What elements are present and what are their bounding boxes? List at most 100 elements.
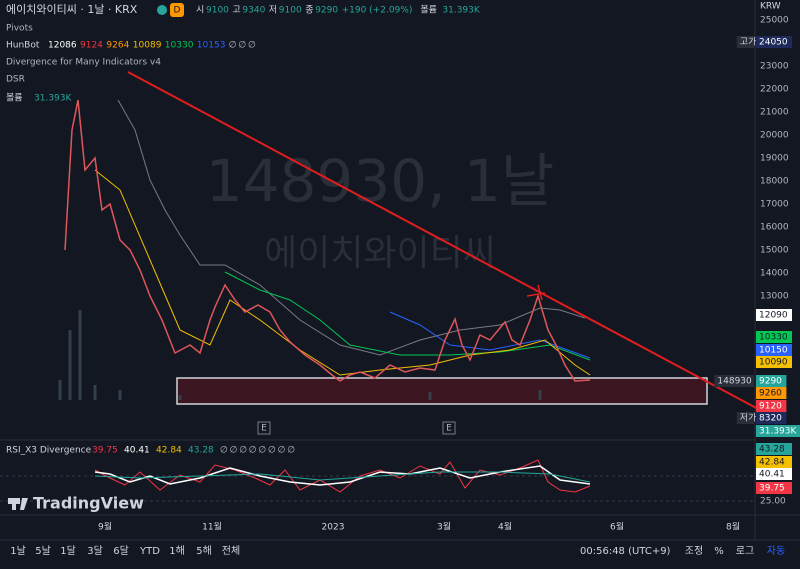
rsi-line-red bbox=[94, 459, 591, 493]
ohlc-label: 저 bbox=[269, 5, 277, 16]
rsi-badge-bg bbox=[756, 456, 792, 468]
price-badge-bg bbox=[756, 375, 787, 387]
badge-prefix: 148930 bbox=[717, 377, 752, 387]
rsi-value: ∅ bbox=[249, 446, 257, 456]
ohlc-value: 9340 bbox=[242, 6, 265, 16]
option-button[interactable]: 로그 bbox=[736, 546, 754, 557]
rsi-badge-bg bbox=[756, 443, 792, 455]
rsi-badge: 40.41 bbox=[759, 470, 785, 480]
price-badge-bg bbox=[756, 400, 787, 412]
rsi-badge: 39.75 bbox=[759, 484, 785, 494]
range-button[interactable]: 3달 bbox=[87, 545, 103, 557]
price-badge-bg bbox=[756, 425, 800, 437]
price-badge: 9290 bbox=[759, 377, 782, 387]
ohlc-value: 9290 bbox=[315, 6, 338, 16]
ohlc-label: 시 bbox=[196, 5, 204, 16]
rsi-value: 42.84 bbox=[156, 446, 182, 456]
support-zone bbox=[176, 377, 708, 405]
ma-line bbox=[94, 169, 591, 376]
price-badge-bg bbox=[756, 387, 787, 399]
option-button[interactable]: 조정 bbox=[685, 545, 703, 557]
indicator-label[interactable]: Pivots bbox=[6, 24, 33, 34]
price-label: 25000 bbox=[760, 16, 789, 26]
currency[interactable]: KRW bbox=[760, 2, 781, 12]
range-button[interactable]: 1해 bbox=[169, 544, 185, 557]
range-button[interactable]: 5해 bbox=[196, 544, 212, 557]
watermark-name: 에이치와이티씨 bbox=[264, 233, 496, 274]
symbol-title[interactable]: 에이치와이티씨 · 1날 · KRX bbox=[6, 3, 138, 16]
range-button[interactable]: YTD bbox=[139, 546, 160, 557]
rsi-line-teal bbox=[94, 471, 591, 483]
event-marker: E bbox=[446, 424, 452, 434]
event-box bbox=[442, 421, 456, 435]
option-button[interactable]: 자동 bbox=[767, 545, 785, 557]
indicator-value: 10089 bbox=[133, 41, 162, 51]
range-button[interactable]: 5날 bbox=[35, 545, 51, 557]
indicator-label[interactable]: DSR bbox=[6, 75, 25, 85]
badge: D bbox=[174, 6, 181, 16]
price-badge: 8320 bbox=[759, 414, 782, 424]
indicator-value: 9264 bbox=[106, 41, 129, 51]
indicator-value: 12086 bbox=[48, 41, 77, 51]
rsi-value: ∅ bbox=[230, 446, 238, 456]
price-badge: 12090 bbox=[759, 311, 788, 321]
range-button[interactable]: 1날 bbox=[10, 545, 26, 557]
volume-bars bbox=[58, 310, 542, 400]
price-label: 21000 bbox=[760, 108, 789, 118]
price-label: 18000 bbox=[760, 177, 789, 187]
ohlc-value: 9100 bbox=[279, 6, 302, 16]
time-label: 6월 bbox=[610, 521, 624, 533]
indicator-label[interactable]: Divergence for Many Indicators v4 bbox=[6, 58, 161, 68]
rsi-value: 39.75 bbox=[92, 446, 118, 456]
rsi-value: ∅ bbox=[258, 446, 266, 456]
indicator-value: 9124 bbox=[80, 41, 103, 51]
rsi-badge-bg bbox=[756, 482, 792, 494]
ma-line bbox=[224, 271, 591, 361]
clock: 00:56:48 (UTC+9) bbox=[580, 546, 671, 557]
badge-prefix: 고가 bbox=[740, 37, 757, 48]
ohlc-value: 9100 bbox=[206, 6, 229, 16]
logo-icon bbox=[8, 498, 28, 510]
trend-marker bbox=[526, 284, 546, 301]
price-badge: 31.393K bbox=[759, 427, 797, 437]
rsi-badge: 43.28 bbox=[759, 445, 785, 455]
range-button[interactable]: 6달 bbox=[113, 545, 129, 557]
price-label: 14000 bbox=[760, 269, 789, 279]
price-label: 22000 bbox=[760, 85, 789, 95]
indicator-value: 10153 bbox=[197, 41, 226, 51]
rsi-value: 40.41 bbox=[124, 446, 150, 456]
range-button[interactable]: 전체 bbox=[222, 545, 240, 557]
price-badge: 9260 bbox=[759, 389, 782, 399]
indicator-value: ∅ bbox=[229, 41, 237, 51]
price-label: 16000 bbox=[760, 223, 789, 233]
range-button[interactable]: 1달 bbox=[60, 545, 76, 557]
rsi-value: ∅ bbox=[287, 446, 295, 456]
price-label: 19000 bbox=[760, 154, 789, 164]
option-button[interactable]: % bbox=[714, 546, 724, 557]
event-marker: E bbox=[261, 424, 267, 434]
volume-label: 볼륨 bbox=[420, 5, 437, 16]
price-badge-bg bbox=[756, 356, 792, 368]
ohlc-label: 종 bbox=[305, 5, 313, 16]
time-label: 8월 bbox=[726, 521, 740, 533]
time-label: 2023 bbox=[322, 523, 345, 533]
price-label: 20000 bbox=[760, 131, 789, 141]
rsi-value: 43.28 bbox=[188, 446, 214, 456]
volume-value: 31.393K bbox=[442, 6, 480, 16]
price-label: 17000 bbox=[760, 200, 789, 210]
price-badge-bg bbox=[756, 412, 787, 424]
price-label: 15000 bbox=[760, 246, 789, 256]
rsi-label[interactable]: RSI_X3 Divergence bbox=[6, 446, 92, 456]
logo: TradingView bbox=[33, 494, 144, 513]
volume-value: 31.393K bbox=[34, 94, 72, 104]
rsi-badge: 42.84 bbox=[759, 458, 785, 468]
volume-label[interactable]: 볼륨 bbox=[6, 93, 23, 104]
price-badge-bg bbox=[756, 36, 792, 48]
badge-bg bbox=[170, 3, 184, 17]
time-label: 3월 bbox=[437, 521, 451, 533]
price-line bbox=[64, 99, 591, 382]
price-badge: 10090 bbox=[759, 358, 788, 368]
indicator-label[interactable]: HunBot bbox=[6, 41, 40, 51]
